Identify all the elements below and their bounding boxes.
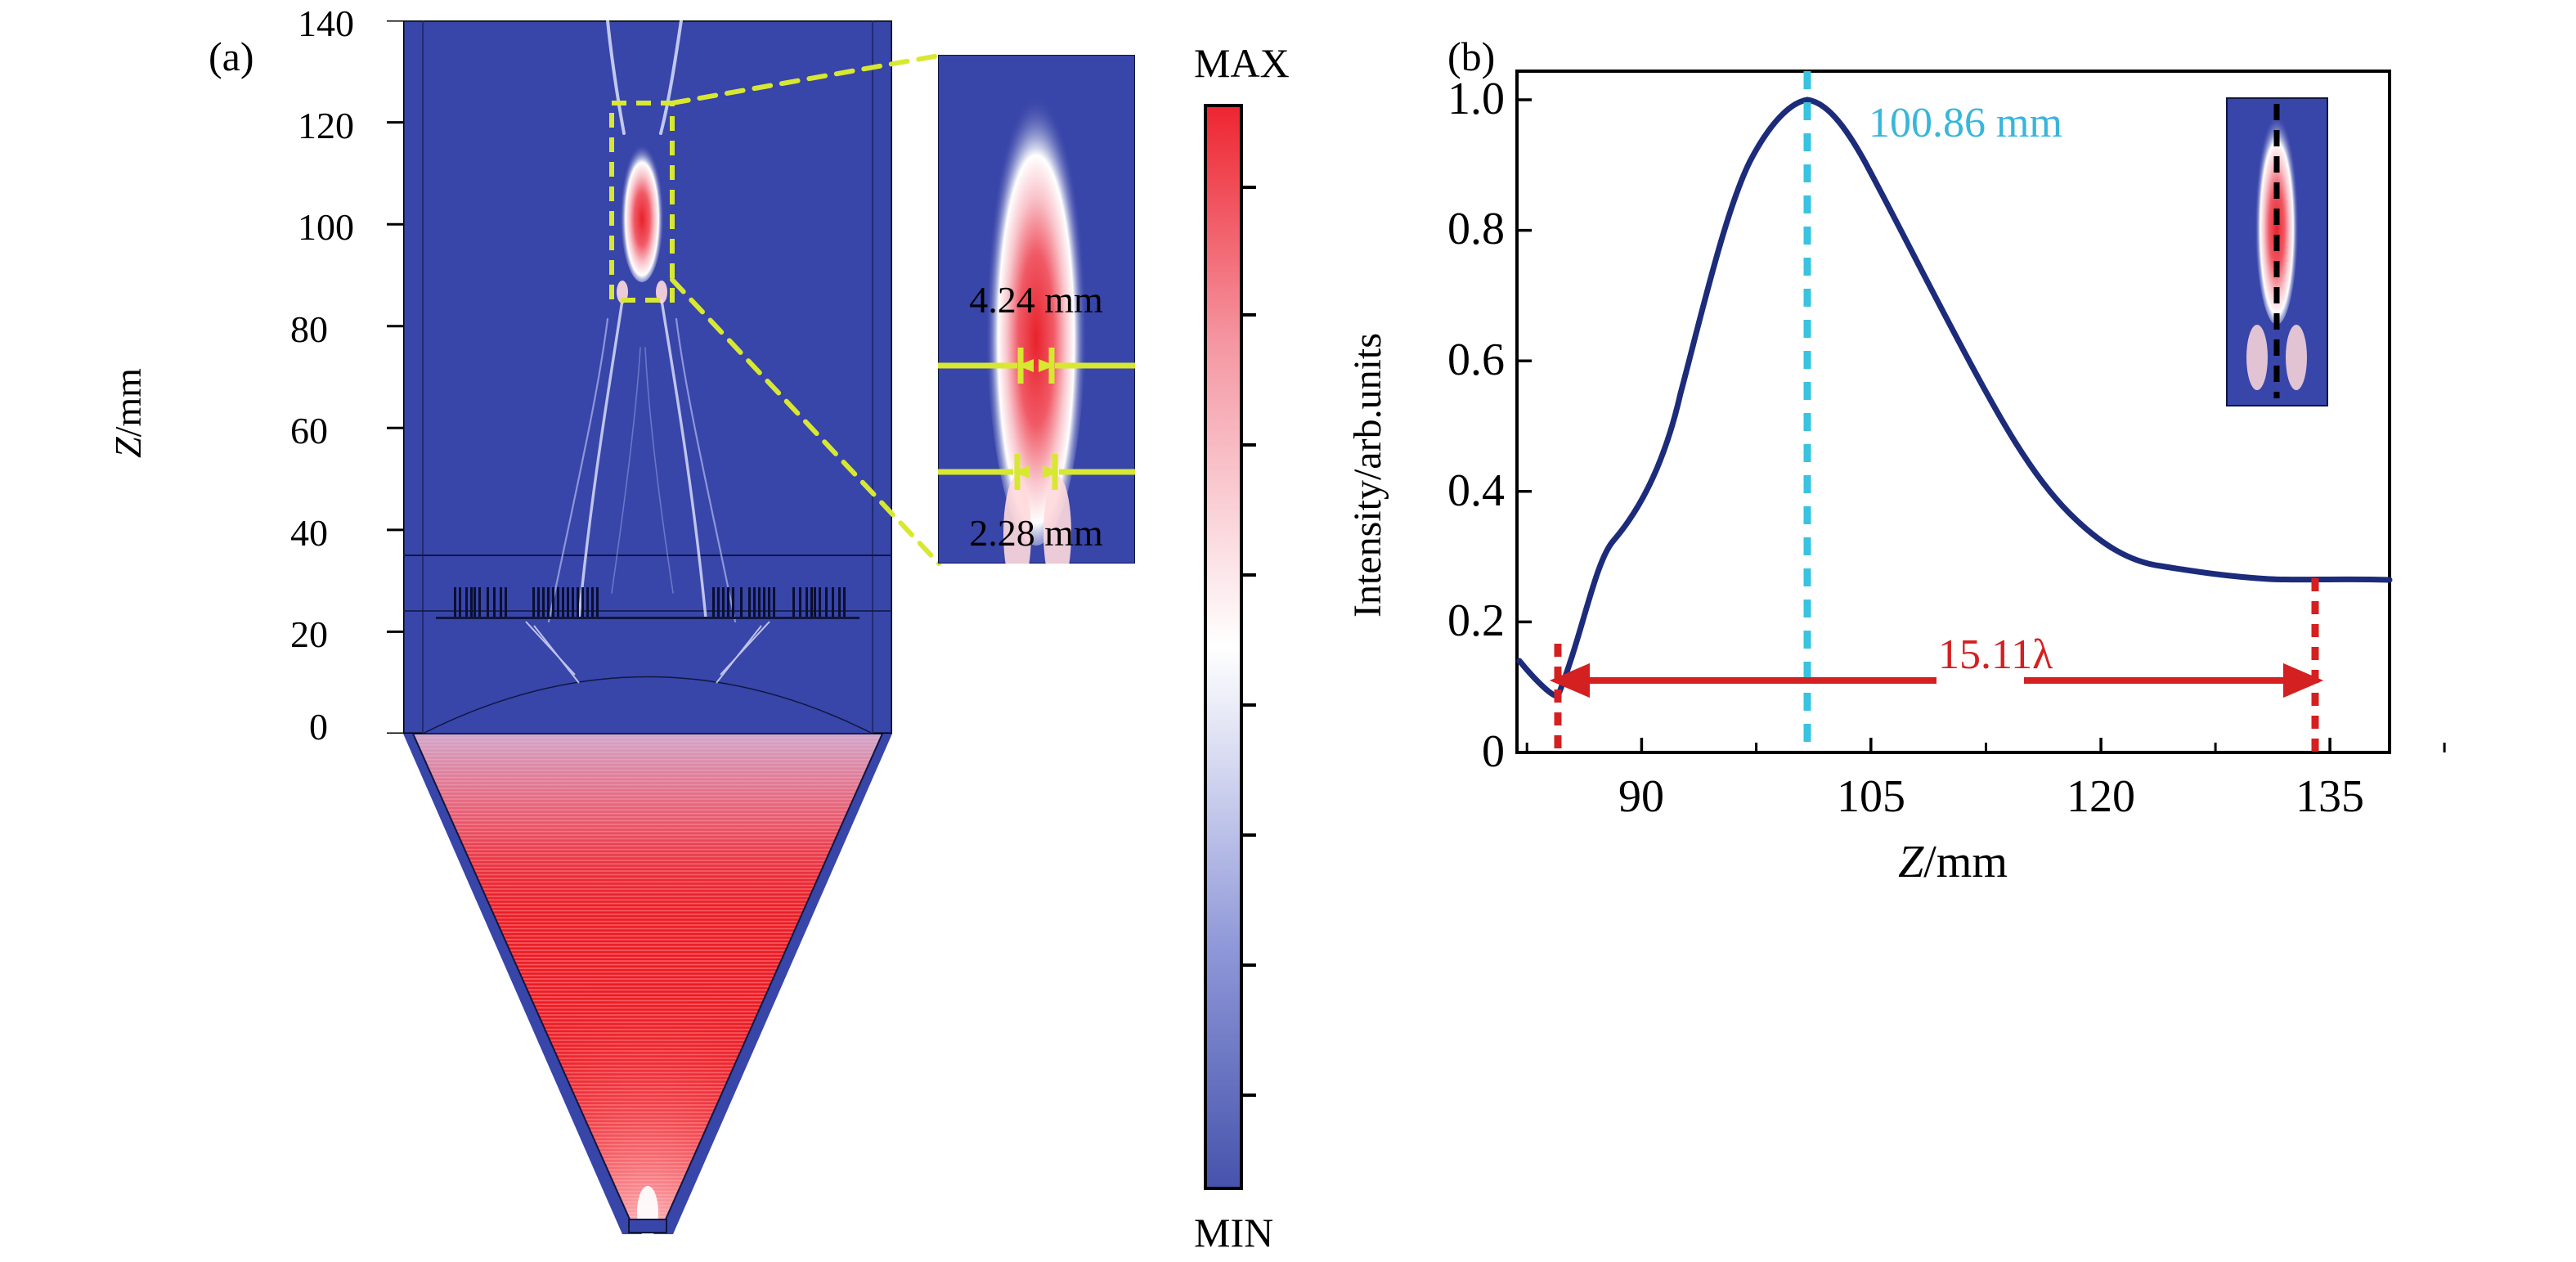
svg-text:4.24 mm: 4.24 mm <box>969 279 1103 321</box>
svg-text:2.28 mm: 2.28 mm <box>969 512 1103 554</box>
